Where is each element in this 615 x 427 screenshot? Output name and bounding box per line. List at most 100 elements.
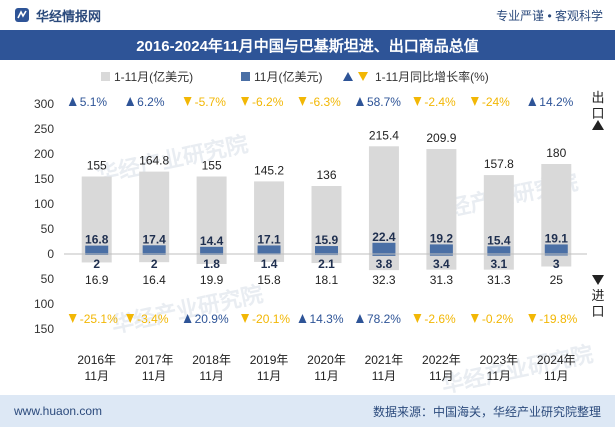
import-ytd-bar: [196, 254, 227, 264]
legend-month-label: 11月(亿美元): [254, 69, 322, 84]
x-tick-label-year: 2016年: [77, 353, 116, 367]
export-ytd-value-label: 180: [546, 146, 566, 160]
export-month-value-label: 16.8: [85, 233, 109, 247]
import-ytd-bar: [426, 254, 457, 270]
export-ytd-value-label: 215.4: [369, 128, 399, 142]
export-yoy-down-arrow-icon: [183, 97, 192, 106]
import-month-value-label: 3.8: [376, 257, 393, 271]
export-yoy-value-label: 5.1%: [80, 95, 108, 109]
legend-up-arrow-icon: [343, 72, 353, 81]
export-month-value-label: 17.4: [142, 232, 166, 246]
import-yoy-value-label: 20.9%: [195, 312, 229, 326]
x-tick-label-year: 2018年: [192, 353, 231, 367]
y-tick-label: 300: [34, 97, 54, 111]
y-tick-label: 200: [34, 147, 54, 161]
import-yoy-value-label: 14.3%: [310, 312, 344, 326]
export-month-bar: [257, 245, 281, 254]
export-yoy-down-arrow-icon: [470, 97, 479, 106]
export-yoy-down-arrow-icon: [413, 97, 422, 106]
export-month-bar: [429, 244, 453, 254]
export-yoy-value-label: -6.3%: [310, 95, 342, 109]
export-yoy-value-label: 58.7%: [367, 95, 401, 109]
top-bar: 华经情报网 专业严谨 • 客观科学: [0, 0, 615, 30]
import-month-bar: [544, 254, 568, 256]
import-yoy-up-arrow-icon: [355, 314, 364, 323]
export-month-bar: [315, 246, 338, 254]
export-month-value-label: 19.1: [545, 231, 569, 245]
x-tick-label-year: 2024年: [537, 353, 576, 367]
export-ytd-bar: [483, 175, 514, 254]
export-yoy-value-label: 14.2%: [539, 95, 573, 109]
y-tick-label: 150: [34, 322, 54, 336]
import-ytd-bar: [139, 254, 170, 263]
side-label-export-char: 口: [591, 106, 604, 121]
export-month-value-label: 17.1: [257, 232, 281, 246]
chart-title: 2016-2024年11月中国与巴基斯坦进、出口商品总值: [136, 37, 479, 55]
import-yoy-down-arrow-icon: [528, 314, 537, 323]
export-ytd-value-label: 136: [316, 168, 336, 182]
import-yoy-down-arrow-icon: [413, 314, 422, 323]
export-month-bar: [200, 246, 224, 254]
export-yoy-up-arrow-icon: [68, 97, 77, 106]
import-yoy-value-label: -25.1%: [80, 312, 118, 326]
import-down-arrow-icon: [592, 275, 604, 285]
x-tick-label-month: 11月: [84, 369, 108, 383]
x-tick-label-month: 11月: [372, 369, 396, 383]
export-month-bar: [372, 242, 396, 254]
brand: 华经情报网: [14, 6, 101, 25]
export-yoy-value-label: -6.2%: [252, 95, 284, 109]
export-ytd-bar: [311, 186, 342, 254]
export-month-bar: [142, 245, 166, 254]
import-ytd-value-label: 18.1: [315, 273, 339, 287]
export-ytd-bar: [541, 164, 572, 254]
footer-source: 数据来源：中国海关，华经产业研究院整理: [372, 404, 601, 419]
x-tick-label-year: 2023年: [479, 353, 518, 367]
import-ytd-bar: [81, 254, 112, 263]
export-month-value-label: 14.4: [200, 234, 224, 248]
import-ytd-value-label: 15.8: [257, 273, 281, 287]
export-ytd-bar: [139, 171, 170, 254]
import-ytd-value-label: 31.3: [487, 273, 511, 287]
y-tick-label: 50: [41, 222, 55, 236]
legend-ytd-swatch: [101, 72, 110, 81]
import-ytd-bar: [483, 254, 514, 270]
x-tick-label-month: 11月: [429, 369, 453, 383]
import-ytd-value-label: 25: [550, 273, 564, 287]
export-yoy-down-arrow-icon: [241, 97, 250, 106]
import-month-value-label: 2: [93, 257, 100, 271]
y-tick-label: 150: [34, 172, 54, 186]
legend-down-arrow-icon: [358, 72, 368, 81]
export-month-value-label: 15.4: [487, 233, 511, 247]
x-tick-label-month: 11月: [544, 369, 568, 383]
y-tick-label: 100: [34, 197, 54, 211]
import-yoy-up-arrow-icon: [183, 314, 192, 323]
import-ytd-bar: [254, 254, 285, 262]
import-ytd-value-label: 16.4: [142, 273, 166, 287]
y-tick-label: 50: [41, 272, 55, 286]
footer-url: www.huaon.com: [14, 404, 103, 418]
export-yoy-value-label: -2.4%: [424, 95, 456, 109]
side-label-import-char: 进: [591, 288, 604, 303]
export-ytd-value-label: 209.9: [426, 131, 456, 145]
import-ytd-value-label: 32.3: [372, 273, 396, 287]
import-yoy-value-label: -20.1%: [252, 312, 290, 326]
export-month-bar: [487, 246, 511, 254]
export-ytd-bar: [81, 176, 112, 254]
import-month-value-label: 3.1: [490, 257, 507, 271]
x-tick-label-year: 2021年: [365, 353, 404, 367]
import-month-bar: [372, 254, 396, 256]
export-ytd-bar: [196, 176, 227, 254]
y-tick-label: 250: [34, 122, 54, 136]
import-yoy-value-label: -3.4%: [137, 312, 169, 326]
x-tick-label-year: 2022年: [422, 353, 461, 367]
export-month-value-label: 22.4: [372, 230, 396, 244]
import-month-value-label: 2: [151, 257, 158, 271]
export-yoy-value-label: -5.7%: [195, 95, 227, 109]
export-ytd-value-label: 157.8: [484, 157, 514, 171]
import-yoy-value-label: -19.8%: [539, 312, 577, 326]
export-ytd-bar: [368, 146, 399, 254]
import-ytd-bar: [541, 254, 572, 267]
export-month-value-label: 19.2: [430, 231, 454, 245]
huajing-logo-icon: [15, 8, 29, 22]
export-ytd-value-label: 155: [87, 159, 107, 173]
